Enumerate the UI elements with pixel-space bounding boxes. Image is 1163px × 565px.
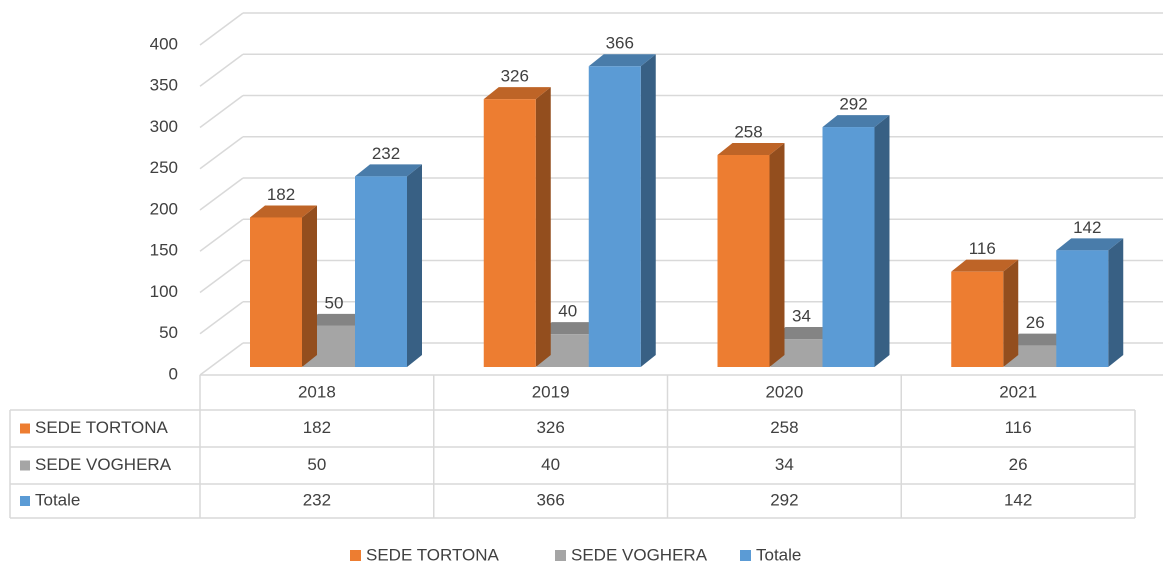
- table-cell: 40: [541, 455, 560, 474]
- data-label: 232: [372, 144, 400, 163]
- data-label: 366: [606, 34, 634, 53]
- bar-top: [822, 115, 890, 128]
- x-tick-label: 2019: [532, 382, 570, 401]
- legend-swatch: [740, 550, 751, 561]
- grid-line: [199, 218, 244, 252]
- bar-top: [951, 259, 1019, 272]
- grid-line: [199, 12, 244, 46]
- legend-swatch: [555, 550, 566, 561]
- bar-side: [407, 164, 422, 367]
- table-cell: 34: [775, 455, 794, 474]
- bar: [1056, 250, 1109, 367]
- bar-top: [1056, 238, 1124, 251]
- y-tick-label: 200: [150, 199, 178, 218]
- bar-top: [483, 87, 551, 100]
- grid-line: [199, 177, 244, 211]
- bar-top: [355, 164, 422, 177]
- bar-side: [1108, 238, 1124, 367]
- bar-side: [302, 205, 317, 367]
- y-tick-label: 50: [159, 323, 178, 342]
- table-swatch: [20, 460, 30, 471]
- table-swatch: [20, 423, 30, 434]
- data-label: 142: [1073, 218, 1101, 237]
- grid-line: [199, 136, 244, 170]
- x-tick-label: 2020: [765, 382, 803, 401]
- table-row-label: Totale: [35, 490, 80, 509]
- grid-line: [199, 342, 244, 376]
- table-row-label: SEDE TORTONA: [35, 418, 169, 437]
- table-cell: 326: [536, 418, 564, 437]
- table-cell: 292: [770, 490, 798, 509]
- data-label: 116: [969, 239, 996, 258]
- table-cell: 50: [307, 455, 326, 474]
- grid-line: [199, 53, 244, 87]
- bar-top: [588, 54, 656, 67]
- data-label: 26: [1026, 313, 1045, 332]
- data-label: 326: [501, 67, 529, 86]
- data-label: 34: [792, 307, 811, 326]
- y-tick-label: 350: [150, 76, 178, 95]
- data-label: 292: [839, 95, 867, 114]
- y-tick-label: 300: [150, 117, 178, 136]
- table-cell: 116: [1005, 418, 1032, 437]
- legend-label: SEDE TORTONA: [366, 545, 500, 564]
- table-cell: 142: [1004, 490, 1032, 509]
- bar-side: [1003, 259, 1019, 367]
- table-row-label: SEDE VOGHERA: [35, 455, 172, 474]
- y-tick-label: 0: [169, 364, 178, 383]
- data-label: 40: [558, 302, 577, 321]
- y-tick-label: 400: [150, 34, 178, 53]
- bar-top: [536, 322, 604, 335]
- table-cell: 366: [536, 490, 564, 509]
- table-cell: 232: [303, 490, 331, 509]
- bar-top: [303, 313, 370, 326]
- bar-side: [874, 115, 890, 367]
- grid-line: [199, 94, 244, 129]
- bar-side: [769, 143, 785, 367]
- y-tick-label: 250: [150, 158, 178, 177]
- bar-top: [770, 327, 838, 340]
- data-label: 182: [267, 185, 295, 204]
- legend-swatch: [350, 550, 361, 561]
- table-cell: 258: [770, 418, 798, 437]
- legend-label: SEDE VOGHERA: [571, 545, 708, 564]
- bar-side: [535, 87, 551, 368]
- data-label: 258: [734, 122, 762, 141]
- grid-line: [199, 301, 244, 335]
- bar: [483, 99, 536, 368]
- y-tick-label: 100: [150, 282, 178, 301]
- y-tick-label: 150: [150, 241, 178, 260]
- data-label: 50: [325, 293, 344, 312]
- table-cell: 182: [303, 418, 331, 437]
- bar: [951, 271, 1004, 367]
- bar: [822, 127, 875, 367]
- bar: [588, 66, 641, 367]
- bar: [717, 155, 770, 367]
- grid-line: [199, 259, 244, 294]
- bar: [355, 176, 407, 367]
- legend-label: Totale: [756, 545, 801, 564]
- x-tick-label: 2021: [999, 382, 1037, 401]
- bar-top: [1004, 333, 1072, 346]
- bar-top: [717, 143, 785, 156]
- bar-side: [640, 54, 656, 367]
- bar: [250, 217, 302, 367]
- table-swatch: [20, 496, 30, 506]
- x-tick-label: 2018: [298, 382, 336, 401]
- bar-top: [250, 205, 317, 218]
- table-cell: 26: [1009, 455, 1028, 474]
